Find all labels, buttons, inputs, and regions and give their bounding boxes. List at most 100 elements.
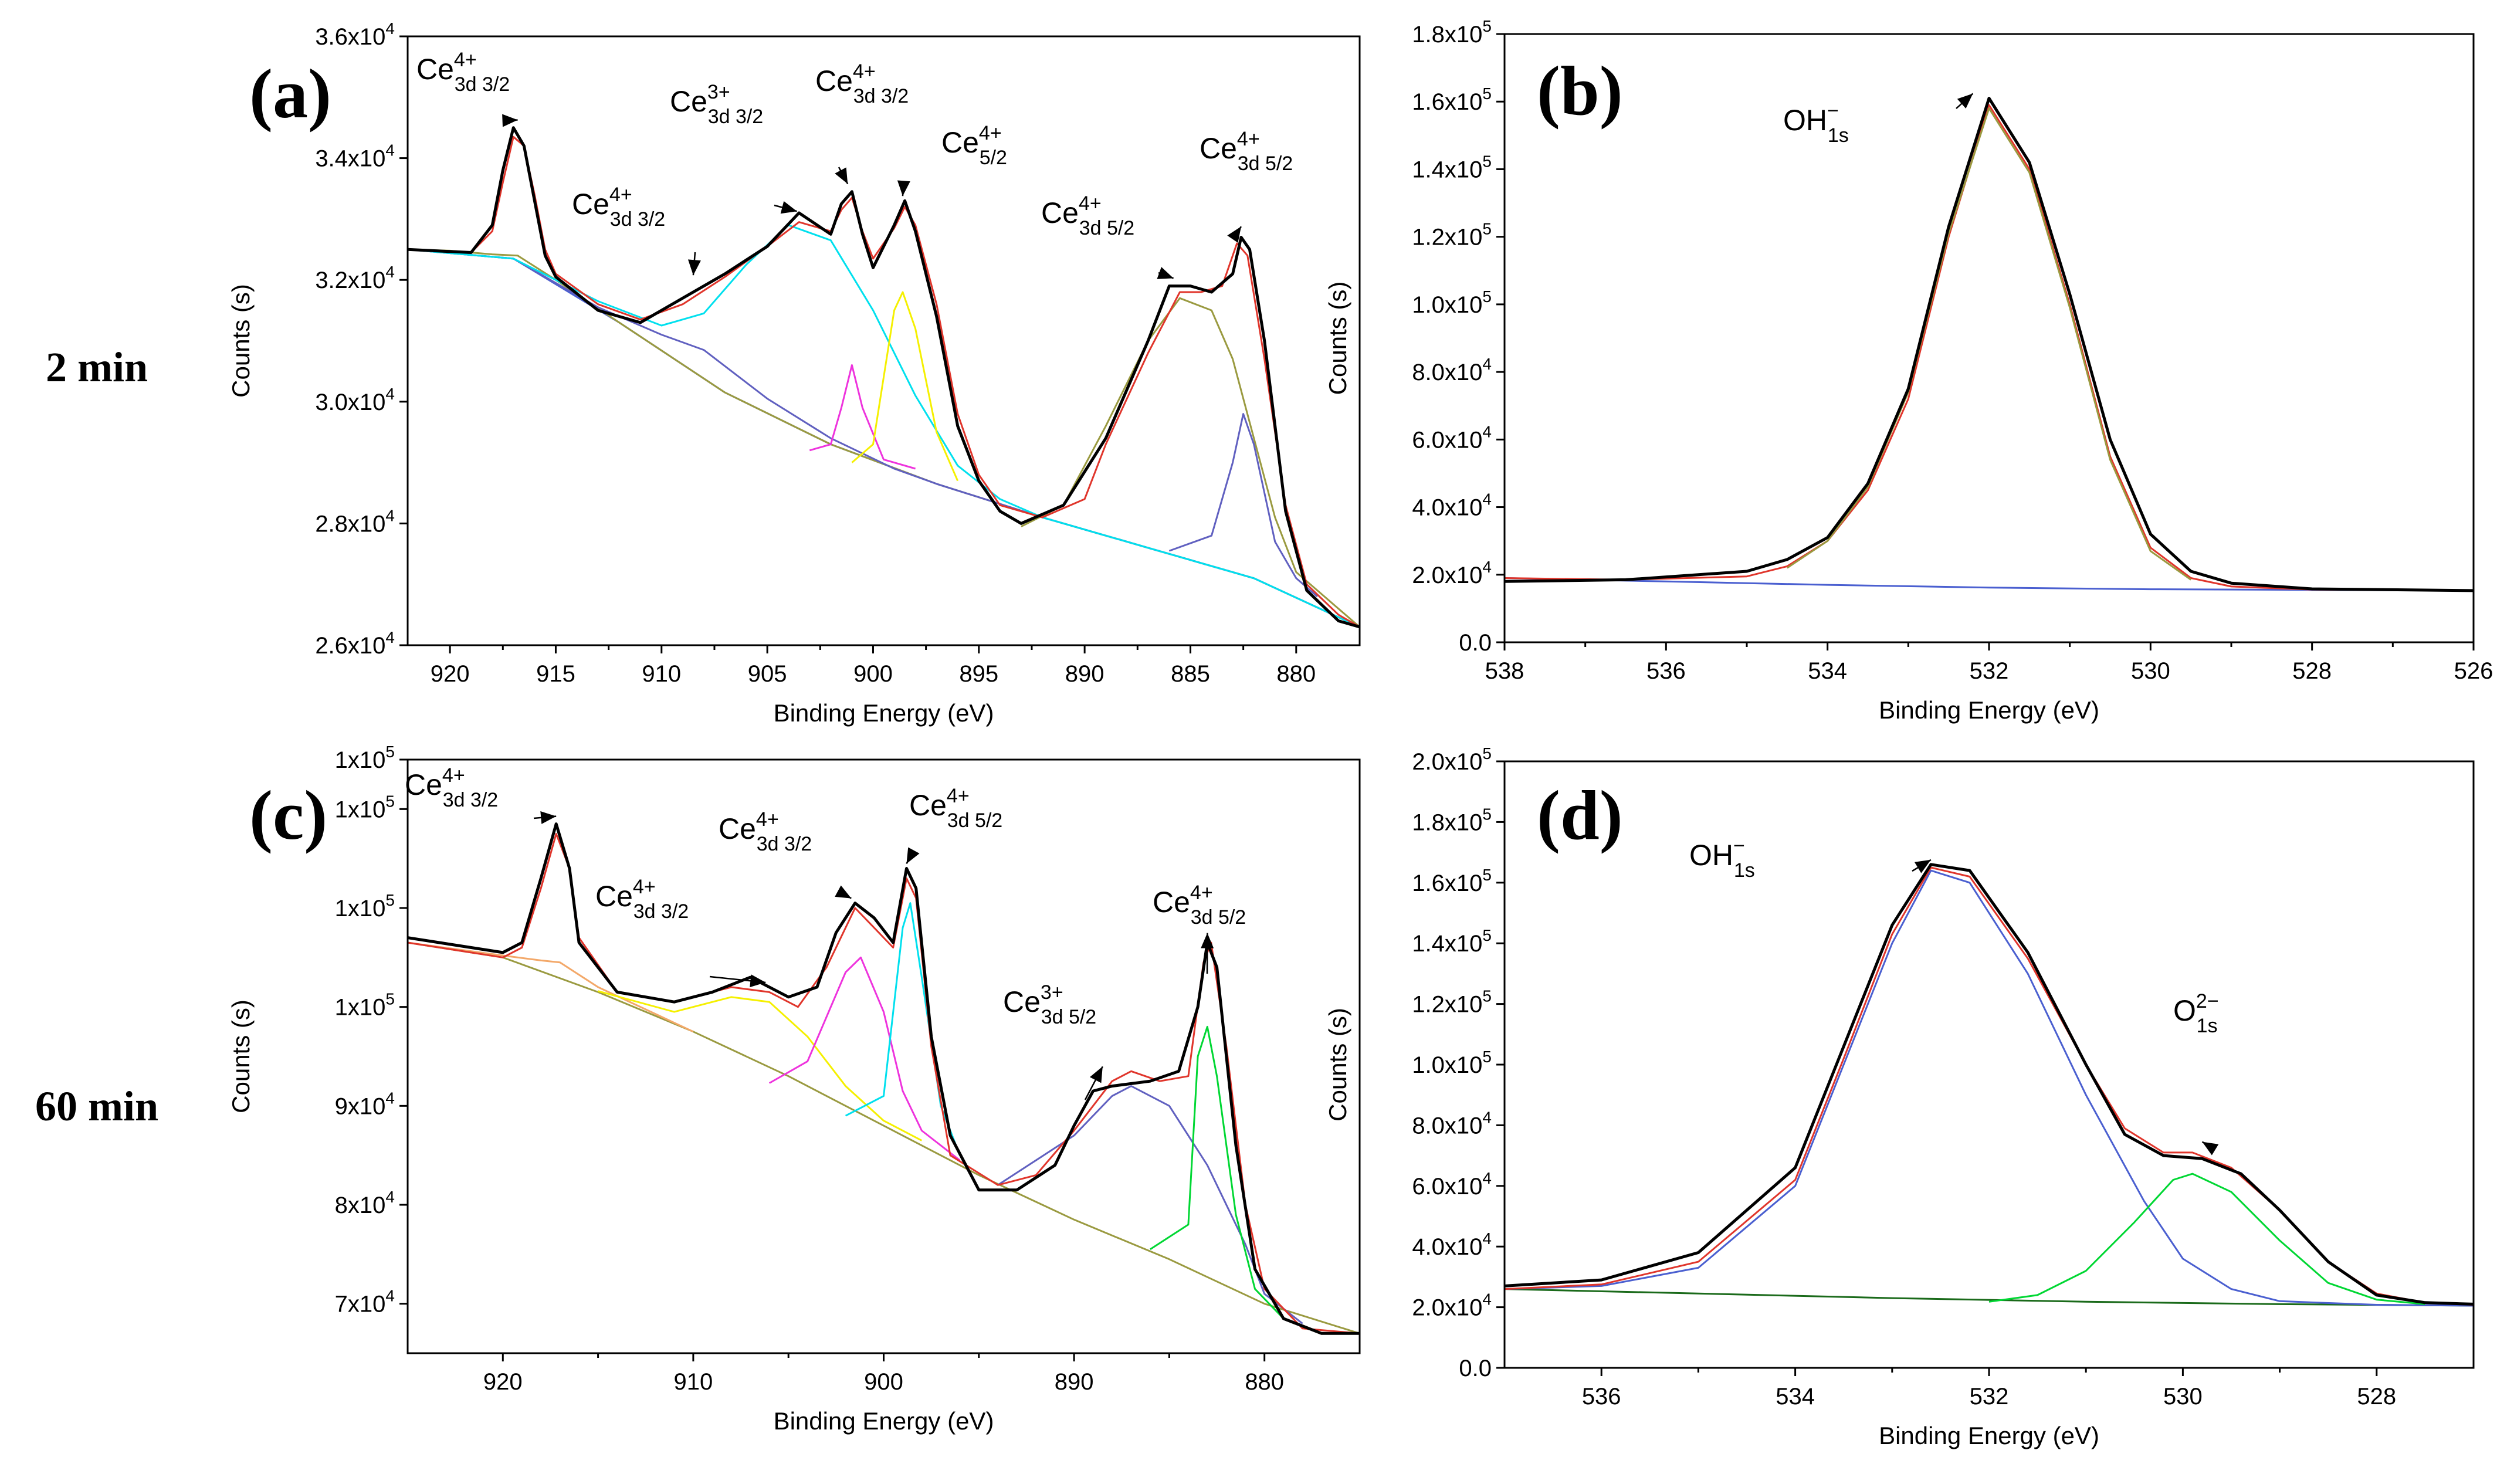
panel-letter-d: (d) xyxy=(1537,776,1623,854)
ytick-label-b-6: 1.2x105 xyxy=(1412,220,1492,250)
ytick-label-a-4: 3.4x104 xyxy=(315,141,395,172)
xtick-label-c-3: 890 xyxy=(1055,1369,1094,1395)
series-c-4 xyxy=(845,902,961,1156)
series-b-2 xyxy=(1786,107,2192,581)
xtick-label-a-6: 890 xyxy=(1065,661,1104,687)
annotation-a-5-sup: 4+ xyxy=(1079,192,1102,215)
series-a-7 xyxy=(1168,413,1318,598)
series-d-4 xyxy=(1505,863,2474,1306)
annotation-a-4-main: Ce xyxy=(941,126,979,159)
plot-frame-b xyxy=(1503,33,2475,643)
annotation-a-3-sub: 3d 3/2 xyxy=(853,85,909,107)
annotation-c-4: Ce3+ 3d 5/2 xyxy=(1003,981,1096,1028)
plot-frame-a xyxy=(406,35,1361,646)
ytick-label-d-7: 1.4x105 xyxy=(1412,926,1492,957)
ytick-label-c-3: 1x105 xyxy=(335,990,395,1021)
series-c-1 xyxy=(408,941,694,1033)
series-d-2 xyxy=(1988,1173,2425,1305)
ytick-label-c-1: 8x104 xyxy=(335,1188,395,1218)
ytick-label-c-6: 1x105 xyxy=(335,743,395,773)
xtick-label-b-5: 528 xyxy=(2292,658,2332,684)
annotation-d-0: OH− 1s xyxy=(1689,835,1755,882)
xtick-label-d-0: 536 xyxy=(1582,1384,1621,1410)
xtick-label-d-1: 534 xyxy=(1776,1384,1815,1410)
xtick-label-a-0: 920 xyxy=(431,661,470,687)
annotation-a-4-sup: 4+ xyxy=(979,122,1002,144)
annotation-arrowhead-d-0 xyxy=(1914,859,1931,873)
annotation-arrowhead-c-5 xyxy=(1201,933,1214,948)
x-axis-title-a: Binding Energy (eV) xyxy=(774,699,994,727)
annotation-c-5-main: Ce xyxy=(1153,886,1190,919)
annotation-c-0-sub: 3d 3/2 xyxy=(443,789,499,811)
ytick-label-c-4: 1x105 xyxy=(335,891,395,921)
ytick-label-d-6: 1.2x105 xyxy=(1412,987,1492,1018)
y-axis-title-c: Counts (s) xyxy=(227,1000,255,1113)
annotation-a-1: Ce4+ 3d 3/2 xyxy=(572,184,665,231)
row-label-60min: 60 min xyxy=(35,1083,158,1130)
annotation-c-4-sup: 3+ xyxy=(1041,981,1063,1004)
series-a-5 xyxy=(851,291,959,482)
y-axis-title-b: Counts (s) xyxy=(1324,282,1351,395)
y-axis-title-a: Counts (s) xyxy=(227,284,255,398)
xtick-label-c-1: 910 xyxy=(674,1369,713,1395)
annotation-a-0: Ce4+ 3d 3/2 xyxy=(416,49,510,96)
ytick-label-d-5: 1.0x105 xyxy=(1412,1048,1492,1078)
annotation-arrowhead-c-2 xyxy=(835,885,852,899)
annotation-a-2-main: Ce xyxy=(670,85,707,118)
ytick-label-d-10: 2.0x105 xyxy=(1412,744,1492,775)
xtick-label-c-0: 920 xyxy=(483,1369,523,1395)
row-label-2min: 2 min xyxy=(46,344,148,391)
panel-b: 538 536 534 532 530 528 526 0.0 2.0x104 4.0x104 6.… xyxy=(1324,17,2493,724)
ytick-label-b-7: 1.4x105 xyxy=(1412,152,1492,182)
annotation-c-1: Ce4+ 3d 3/2 xyxy=(595,876,689,923)
annotation-c-3-main: Ce xyxy=(909,789,947,822)
annotation-arrowhead-a-6 xyxy=(1227,226,1242,243)
panel-letter-c: (c) xyxy=(249,776,327,854)
annotation-c-2-main: Ce xyxy=(719,812,756,845)
ytick-label-b-1: 2.0x104 xyxy=(1412,558,1492,588)
annotation-arrowhead-c-3 xyxy=(906,847,920,864)
xtick-label-d-2: 532 xyxy=(1970,1384,2009,1410)
annotation-c-2-sub: 3d 3/2 xyxy=(757,833,812,855)
ytick-label-b-4: 8.0x104 xyxy=(1412,355,1492,385)
series-a-4 xyxy=(809,364,916,470)
xtick-label-b-1: 536 xyxy=(1646,658,1686,684)
annotation-a-1-sub: 3d 3/2 xyxy=(610,208,666,231)
ytick-label-d-8: 1.6x105 xyxy=(1412,866,1492,896)
series-d-1 xyxy=(1505,869,2474,1307)
ytick-label-c-2: 9x104 xyxy=(335,1089,395,1119)
annotation-arrowhead-a-0 xyxy=(502,114,518,127)
annotation-arrowhead-c-0 xyxy=(540,811,557,824)
annotation-c-0-main: Ce xyxy=(405,768,442,801)
annotation-c-5-sup: 4+ xyxy=(1190,882,1213,904)
annotation-c-0-sup: 4+ xyxy=(442,764,465,787)
annotation-d-1-sub: 1s xyxy=(2197,1015,2218,1037)
annotation-a-3-main: Ce xyxy=(815,65,853,97)
ytick-label-b-0: 0.0 xyxy=(1459,630,1492,656)
ytick-label-b-5: 1.0x105 xyxy=(1412,287,1492,318)
annotation-arrowhead-d-1 xyxy=(2202,1141,2219,1156)
xtick-label-d-4: 528 xyxy=(2357,1384,2396,1410)
ytick-label-d-0: 0.0 xyxy=(1459,1356,1492,1381)
annotation-arrowhead-a-2 xyxy=(780,201,797,214)
annotation-b-0-sup: − xyxy=(1827,100,1839,122)
xtick-label-b-6: 526 xyxy=(2454,658,2493,684)
annotation-a-4: Ce4+ 5/2 xyxy=(941,122,1007,169)
ytick-label-d-9: 1.8x105 xyxy=(1412,805,1492,835)
annotation-c-5-sub: 3d 5/2 xyxy=(1191,906,1246,929)
annotation-d-1-main: O xyxy=(2173,994,2196,1027)
xtick-label-c-2: 900 xyxy=(864,1369,903,1395)
annotation-c-2: Ce4+ 3d 3/2 xyxy=(719,808,812,855)
panel-letter-b: (b) xyxy=(1537,52,1623,130)
annotation-a-5-main: Ce xyxy=(1041,196,1079,229)
panel-a: 920 915 910 905 900 895 890 885 880 2.6x104 2.8x10… xyxy=(227,19,1361,727)
annotation-a-1-main: Ce xyxy=(572,188,609,221)
series-c-3 xyxy=(768,956,961,1161)
annotation-arrowhead-b-0 xyxy=(1957,93,1973,109)
annotation-a-4-sub: 5/2 xyxy=(980,147,1007,169)
ytick-label-a-5: 3.6x104 xyxy=(315,19,395,50)
ytick-label-a-0: 2.6x104 xyxy=(315,628,395,659)
annotation-a-6-sub: 3d 5/2 xyxy=(1238,153,1293,175)
y-axis-title-d: Counts (s) xyxy=(1324,1008,1351,1122)
